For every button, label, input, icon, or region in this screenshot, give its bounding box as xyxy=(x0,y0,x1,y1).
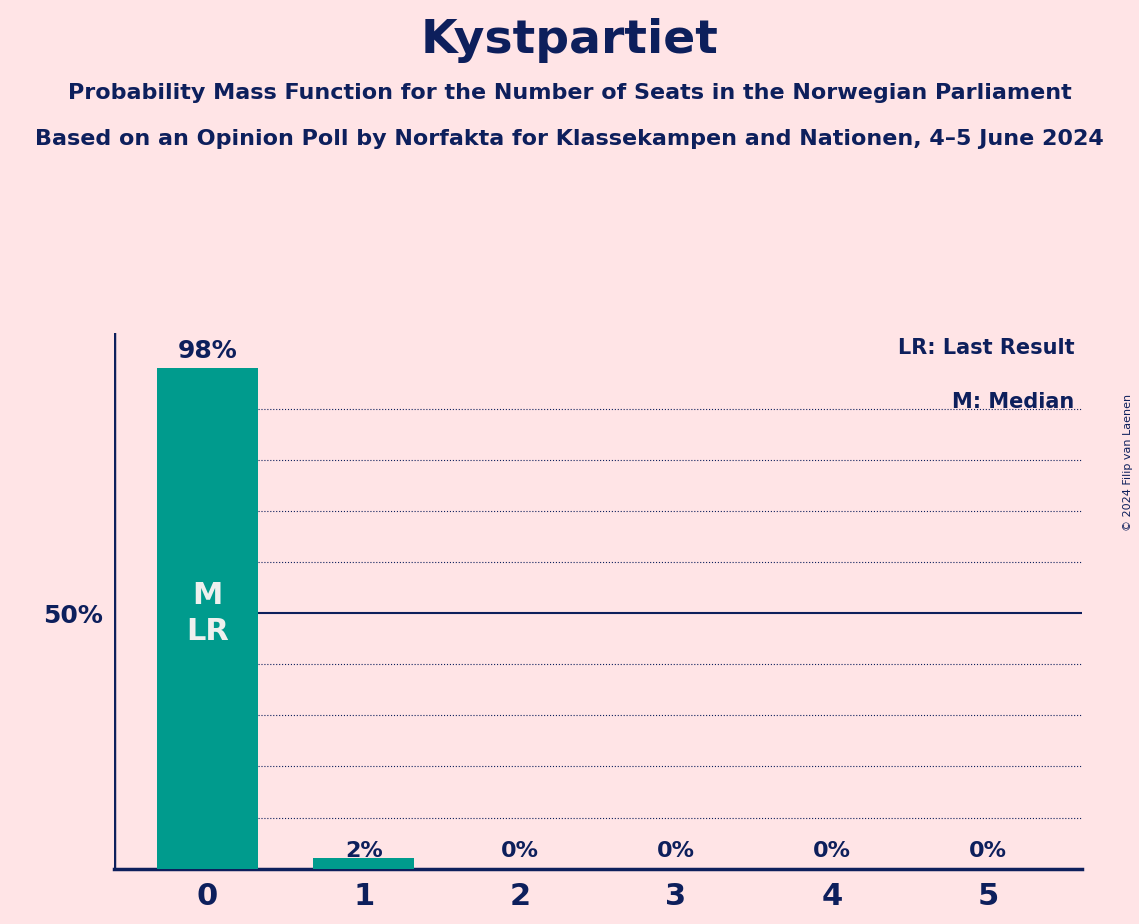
Text: 0%: 0% xyxy=(657,841,695,861)
Text: Based on an Opinion Poll by Norfakta for Klassekampen and Nationen, 4–5 June 202: Based on an Opinion Poll by Norfakta for… xyxy=(35,129,1104,150)
Text: © 2024 Filip van Laenen: © 2024 Filip van Laenen xyxy=(1123,394,1133,530)
Text: Probability Mass Function for the Number of Seats in the Norwegian Parliament: Probability Mass Function for the Number… xyxy=(67,83,1072,103)
Text: M: Median: M: Median xyxy=(952,392,1074,411)
Text: M
LR: M LR xyxy=(186,581,229,646)
Text: LR: Last Result: LR: Last Result xyxy=(898,338,1074,358)
Bar xyxy=(313,858,415,869)
Text: Kystpartiet: Kystpartiet xyxy=(420,18,719,64)
Bar xyxy=(157,369,259,869)
Text: 0%: 0% xyxy=(969,841,1007,861)
Text: 0%: 0% xyxy=(501,841,539,861)
Text: 2%: 2% xyxy=(345,841,383,861)
Text: 98%: 98% xyxy=(178,339,237,363)
Text: 0%: 0% xyxy=(813,841,851,861)
